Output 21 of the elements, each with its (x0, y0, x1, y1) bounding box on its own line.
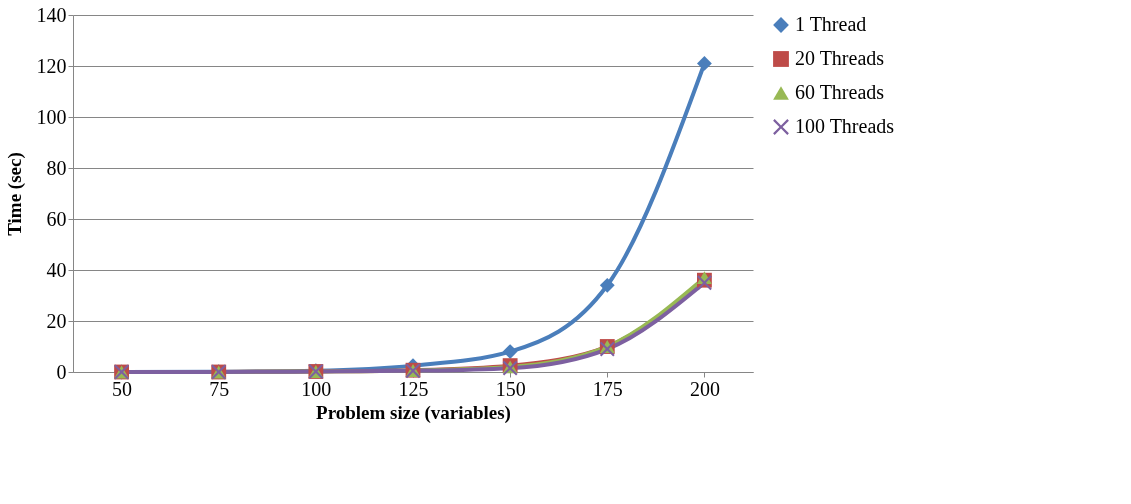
y-tick-label: 120 (36, 54, 67, 77)
x-axis-title: Problem size (variables) (316, 401, 511, 424)
y-tick-label: 40 (46, 258, 67, 281)
y-tick-label: 0 (56, 360, 67, 383)
x-tick-label: 150 (495, 377, 526, 400)
x-tick-label: 175 (592, 377, 623, 400)
legend-label: 20 Threads (795, 47, 885, 69)
y-tick-label: 60 (46, 207, 67, 230)
y-axis-title: Time (sec) (3, 152, 26, 236)
y-tick-label: 100 (36, 105, 67, 128)
y-tick-label: 20 (46, 309, 67, 332)
x-tick-label: 100 (301, 377, 332, 400)
y-tick-label: 80 (46, 156, 67, 179)
x-tick-label: 75 (209, 377, 230, 400)
y-tick-label: 140 (36, 3, 67, 26)
x-tick-label: 200 (689, 377, 720, 400)
legend-label: 60 Threads (795, 81, 885, 103)
legend-label: 1 Thread (795, 13, 867, 35)
legend-label: 100 Threads (795, 115, 895, 137)
x-tick-label: 125 (398, 377, 429, 400)
x-tick-label: 50 (112, 377, 133, 400)
